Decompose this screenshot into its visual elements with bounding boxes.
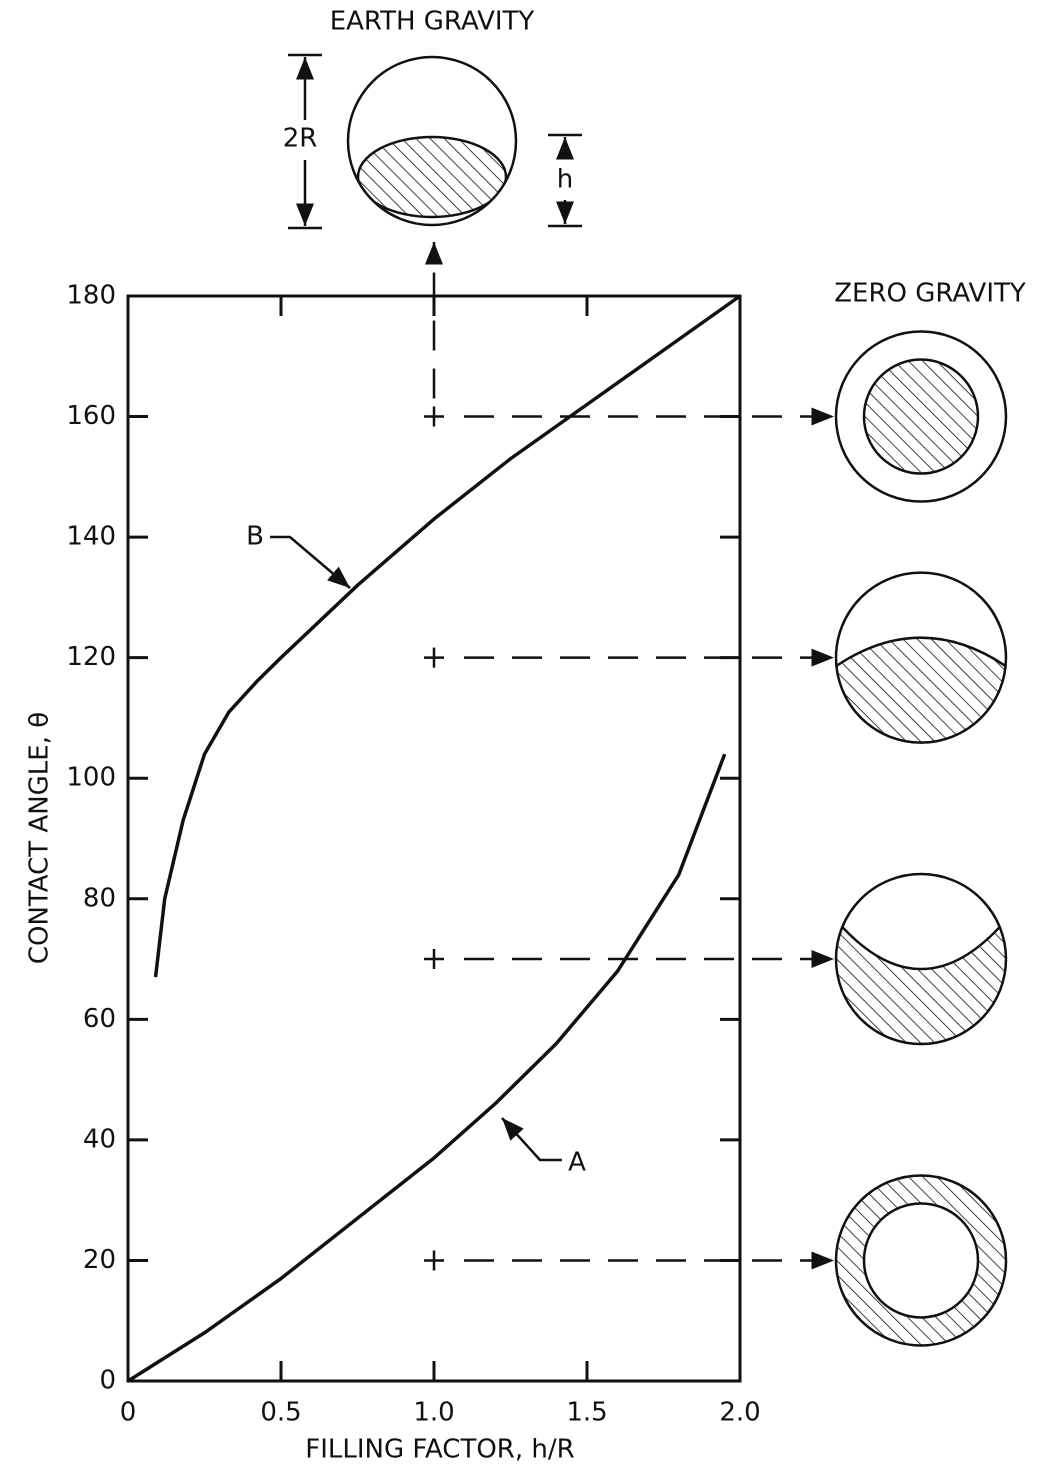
point-marker [424, 949, 444, 970]
line-series [127, 753, 727, 1383]
plot-frame [126, 294, 742, 1383]
zero-gravity-diagram [834, 571, 1008, 744]
x-tick-label: 1.5 [566, 1398, 607, 1428]
x-tick-label: 0 [120, 1398, 137, 1428]
point-marker [424, 1250, 444, 1271]
x-tick-label: 1.0 [413, 1398, 454, 1428]
y-tick-label: 100 [66, 763, 116, 793]
clip [836, 636, 1006, 743]
zero-gravity-diagram [834, 330, 1008, 503]
x-axis-label: FILLING FACTOR, h/R [305, 1435, 574, 1465]
series-label: B [246, 522, 264, 552]
zero-gravity-diagram [834, 1174, 1008, 1347]
liquid [836, 910, 1006, 1045]
point-marker [424, 406, 444, 427]
annotation-arrow [270, 535, 351, 589]
zero-label: ZERO GRAVITY [834, 279, 1026, 309]
point-marker [424, 647, 444, 668]
y-tick-label: 20 [83, 1245, 116, 1275]
earth-diagram [346, 55, 518, 227]
liquid [862, 358, 980, 475]
clip [836, 910, 1006, 1045]
container [834, 571, 1008, 744]
y-tick-label: 80 [83, 883, 116, 913]
series-label: A [568, 1148, 586, 1178]
annotation-arrow [501, 1117, 562, 1162]
dimension-h [548, 133, 582, 228]
y-tick-label: 180 [66, 281, 116, 311]
y-tick-label: 60 [83, 1004, 116, 1034]
earth-label: EARTH GRAVITY [330, 7, 535, 37]
zero-gravity-diagram [834, 872, 1008, 1046]
container [834, 1174, 1008, 1347]
container [834, 872, 1008, 1046]
liquid [836, 636, 1006, 743]
y-tick-label: 120 [66, 642, 116, 672]
x-tick-label: 0.5 [260, 1398, 301, 1428]
y-tick-label: 40 [83, 1124, 116, 1154]
dimension-2r [288, 53, 322, 230]
dim-2r-label: 2R [283, 124, 318, 154]
y-tick-label: 0 [99, 1366, 116, 1396]
container [834, 330, 1008, 503]
line-series [153, 294, 742, 978]
dim-h-label: h [557, 165, 573, 195]
y-tick-label: 140 [66, 522, 116, 552]
gas [862, 1202, 980, 1319]
x-tick-label: 2.0 [719, 1398, 760, 1428]
y-tick-label: 160 [66, 401, 116, 431]
y-axis-label: CONTACT ANGLE, θ [25, 712, 55, 964]
